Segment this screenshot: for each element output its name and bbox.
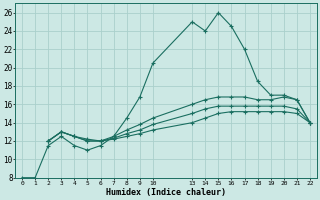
X-axis label: Humidex (Indice chaleur): Humidex (Indice chaleur) xyxy=(106,188,226,197)
